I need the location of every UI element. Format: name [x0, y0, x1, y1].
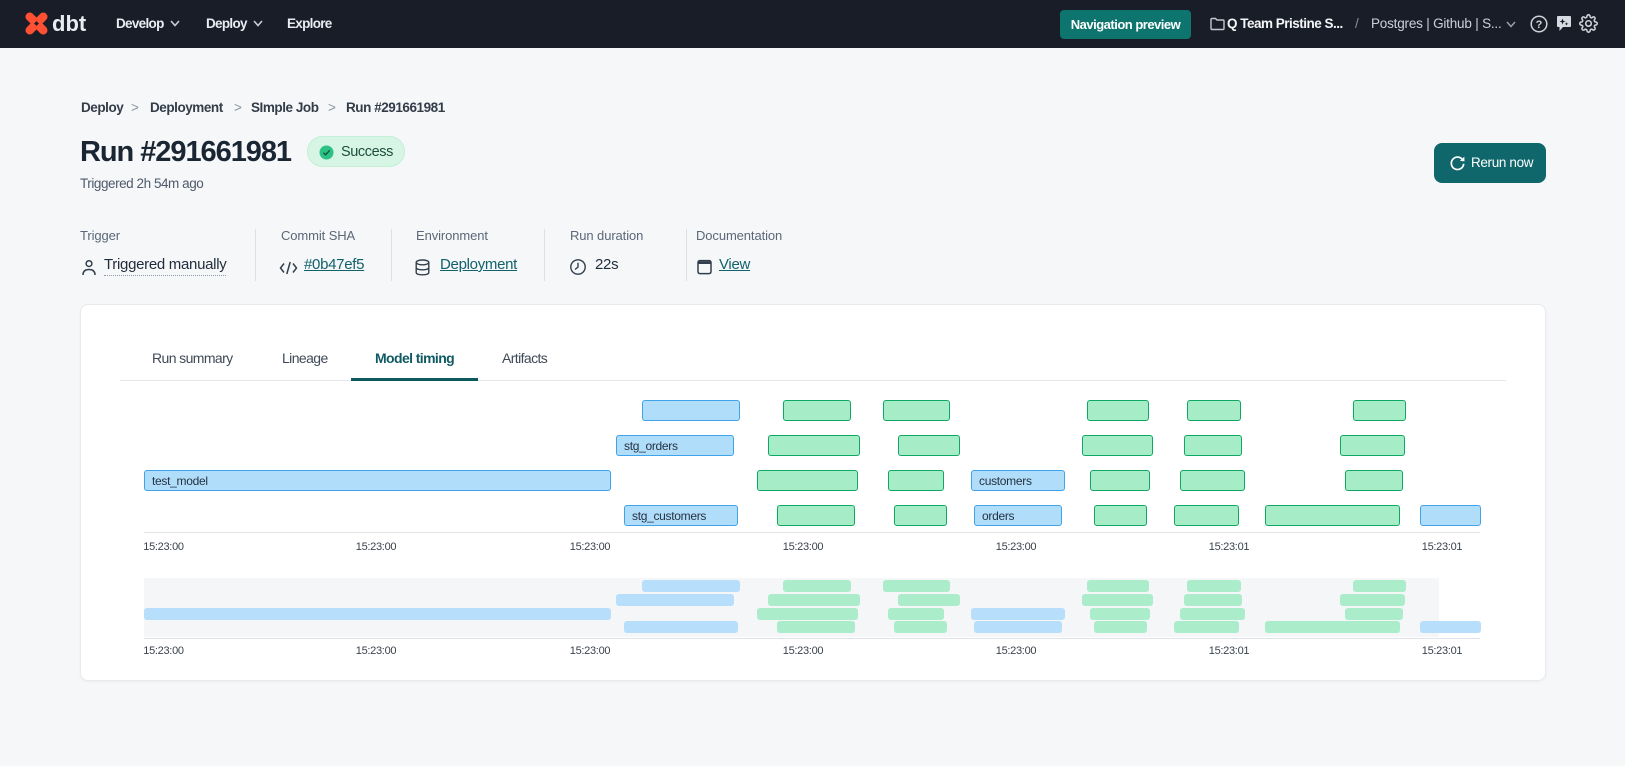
svg-text:?: ?	[1536, 19, 1543, 31]
